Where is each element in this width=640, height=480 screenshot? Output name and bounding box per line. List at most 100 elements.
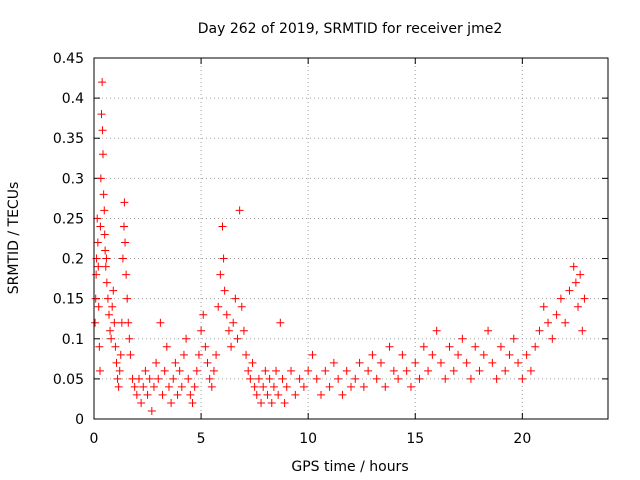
data-point	[103, 294, 112, 303]
data-point	[394, 374, 403, 383]
data-point	[424, 366, 433, 375]
data-point	[199, 310, 208, 319]
data-point	[432, 326, 441, 335]
data-point	[231, 294, 240, 303]
data-point	[359, 382, 368, 391]
y-tick-label: 0.2	[62, 252, 84, 268]
data-point	[254, 374, 263, 383]
data-point	[522, 350, 531, 359]
data-point	[376, 358, 385, 367]
data-point	[101, 246, 110, 255]
y-tick-label: 0	[75, 412, 84, 428]
data-point	[100, 206, 109, 215]
x-tick-label: 0	[90, 431, 99, 447]
data-point	[239, 326, 248, 335]
data-point	[312, 374, 321, 383]
data-point	[509, 334, 518, 343]
data-point	[291, 390, 300, 399]
x-tick-label: 20	[513, 431, 531, 447]
grid	[94, 58, 608, 419]
y-tick-label: 0.1	[62, 332, 84, 348]
data-point	[492, 374, 501, 383]
y-tick-labels: 0 0.05 0.1 0.15 0.2 0.25 0.3 0.35 0.4 0.45	[53, 51, 84, 428]
data-point	[242, 350, 251, 359]
data-point	[526, 366, 535, 375]
data-point	[233, 334, 242, 343]
data-point	[102, 278, 111, 287]
y-tick-label: 0.35	[53, 131, 84, 147]
data-point	[123, 294, 132, 303]
data-point	[569, 262, 578, 271]
data-point	[201, 342, 210, 351]
data-point	[130, 382, 139, 391]
data-point	[505, 350, 514, 359]
data-point	[224, 326, 233, 335]
data-point	[578, 326, 587, 335]
data-point	[441, 374, 450, 383]
data-point	[115, 366, 124, 375]
y-tick-label: 0.3	[62, 171, 84, 187]
data-point	[108, 302, 117, 311]
data-point	[179, 350, 188, 359]
data-point	[186, 390, 195, 399]
y-tick-label: 0.25	[53, 211, 84, 227]
data-point	[169, 374, 178, 383]
data-point	[317, 390, 326, 399]
data-point	[160, 366, 169, 375]
data-point	[406, 382, 415, 391]
y-tick-label: 0.15	[53, 292, 84, 308]
data-point	[93, 214, 102, 223]
data-point	[125, 334, 134, 343]
data-point	[419, 342, 428, 351]
data-point	[576, 270, 585, 279]
data-point	[182, 334, 191, 343]
data-point	[92, 270, 101, 279]
data-point	[156, 318, 165, 327]
data-point	[402, 366, 411, 375]
data-point	[194, 350, 203, 359]
data-point	[118, 254, 127, 263]
data-point	[321, 366, 330, 375]
data-point	[216, 270, 225, 279]
data-point	[269, 382, 278, 391]
data-point	[121, 238, 130, 247]
data-point	[259, 382, 268, 391]
data-point	[149, 382, 158, 391]
data-point	[207, 382, 216, 391]
data-point	[342, 366, 351, 375]
x-tick-label: 15	[406, 431, 424, 447]
data-point	[132, 390, 141, 399]
data-point	[107, 334, 116, 343]
data-point	[355, 358, 364, 367]
data-point	[295, 374, 304, 383]
data-point	[93, 238, 102, 247]
data-point	[116, 350, 125, 359]
data-point	[152, 358, 161, 367]
data-point	[124, 318, 133, 327]
data-point	[514, 358, 523, 367]
data-point	[139, 382, 148, 391]
data-point	[99, 190, 108, 199]
data-point	[229, 318, 238, 327]
data-point	[381, 382, 390, 391]
data-point	[197, 326, 206, 335]
data-point	[329, 358, 338, 367]
data-point	[214, 302, 223, 311]
data-point	[122, 270, 131, 279]
data-point	[192, 366, 201, 375]
data-point	[278, 374, 287, 383]
data-point	[466, 374, 475, 383]
data-point	[364, 366, 373, 375]
data-point	[98, 78, 107, 87]
data-point	[218, 222, 227, 231]
chart-title: Day 262 of 2019, SRMTID for receiver jme…	[198, 21, 502, 37]
data-point	[462, 358, 471, 367]
data-point	[91, 318, 100, 327]
data-point	[571, 278, 580, 287]
data-point	[112, 358, 121, 367]
data-point	[304, 366, 313, 375]
data-point	[120, 198, 129, 207]
data-point	[248, 358, 257, 367]
data-point	[428, 350, 437, 359]
data-point	[372, 374, 381, 383]
